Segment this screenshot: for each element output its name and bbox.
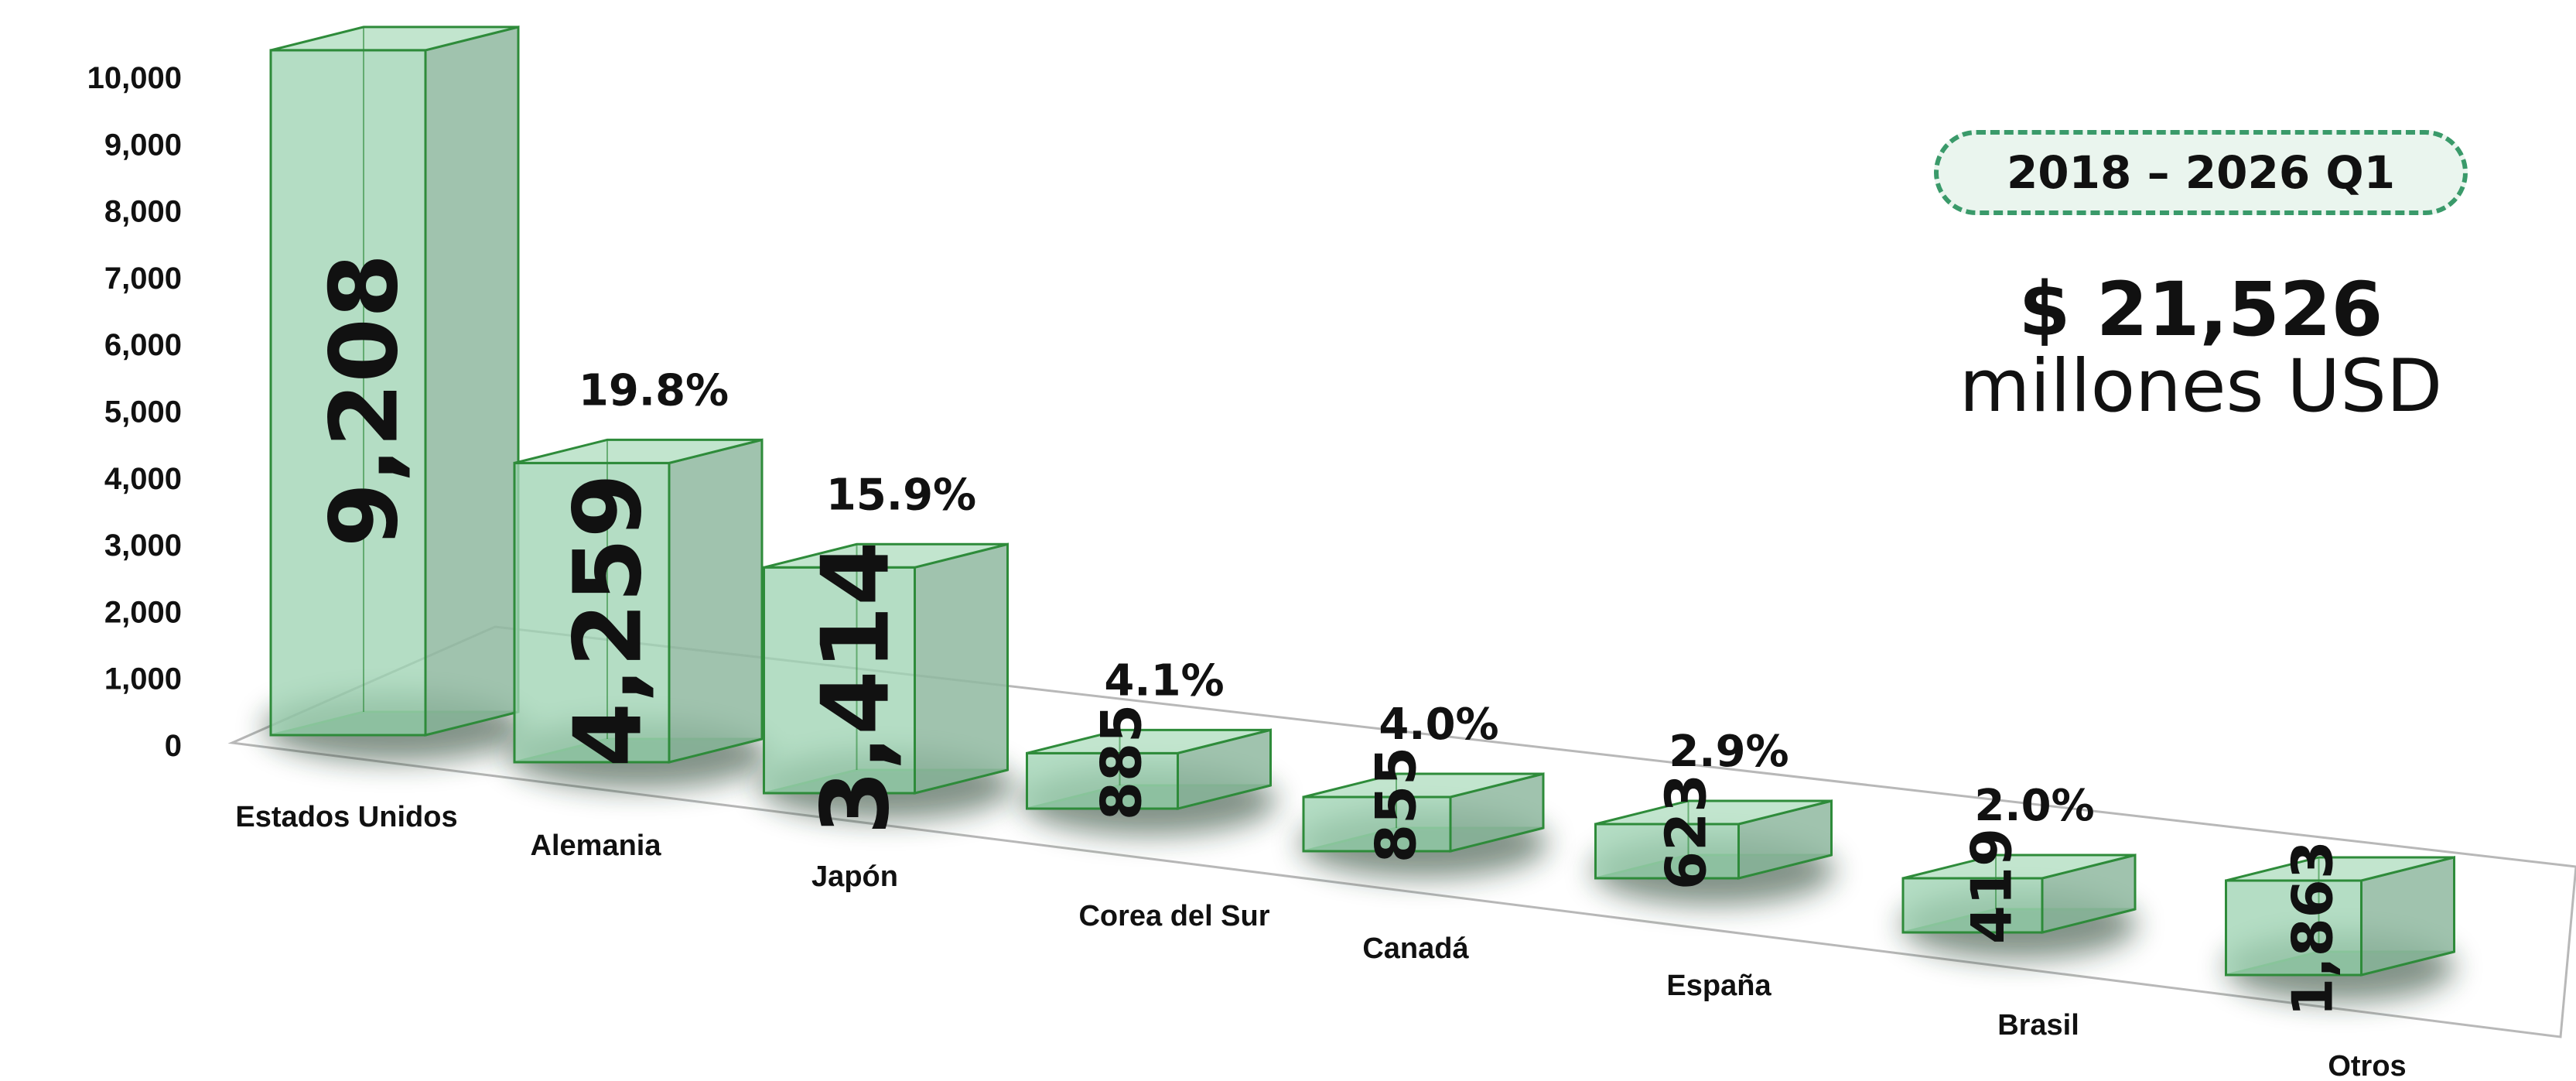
x-axis: Estados Unidos Alemania Japón Corea del Sur… xyxy=(235,801,2406,1081)
y-tick-label: 9,000 xyxy=(104,128,182,162)
y-tick-label: 6,000 xyxy=(104,328,182,362)
bar: 9,208 xyxy=(263,26,526,762)
bar-top xyxy=(2226,856,2455,882)
bar-side xyxy=(914,542,1009,795)
percent-label: 2.9% xyxy=(1669,727,1789,777)
bar: 623 xyxy=(1591,774,1836,905)
y-tick-label: 2,000 xyxy=(104,595,182,629)
y-axis: 0 1,000 2,000 3,000 4,000 5,000 6,000 7,000 8,00… xyxy=(87,61,182,763)
percent-label: 43.8% xyxy=(335,0,485,3)
x-tick-label: Otros xyxy=(2328,1050,2406,1081)
y-tick-label: 5,000 xyxy=(104,395,182,429)
total-summary: $ 21,526 millones USD xyxy=(1888,271,2514,426)
bar: 3,414 xyxy=(757,541,1014,835)
bar-value-label: 623 xyxy=(1654,774,1719,890)
total-unit: millones USD xyxy=(1959,344,2443,429)
bar: 419 xyxy=(1901,828,2137,960)
bar-top xyxy=(1027,728,1271,754)
y-tick-label: 4,000 xyxy=(104,462,182,496)
bar-top xyxy=(270,26,519,52)
bar: 4,259 xyxy=(507,438,770,789)
bar: 885 xyxy=(1020,704,1277,836)
percent-label: 2.0% xyxy=(1974,781,2094,831)
bar-value-label: 1,863 xyxy=(2280,840,2345,1017)
period-badge: 2018 – 2026 Q1 xyxy=(1934,130,2468,215)
percent-label: 4.1% xyxy=(1104,655,1224,706)
bar-value-label: 419 xyxy=(1959,828,2024,944)
y-tick-label: 1,000 xyxy=(104,662,182,696)
bars: 9,208 4,259 3,414 885 855 623 419 1,863 xyxy=(263,26,2455,1017)
bar-value-label: 855 xyxy=(1364,747,1429,863)
bar-value-label: 3,414 xyxy=(803,541,910,835)
bar: 1,863 xyxy=(2225,840,2455,1017)
percent-label: 4.0% xyxy=(1379,700,1498,750)
bar-value-label: 885 xyxy=(1089,704,1154,820)
percent-label: 15.9% xyxy=(826,470,976,520)
percent-label: 19.8% xyxy=(579,365,729,416)
bar-value-label: 4,259 xyxy=(555,474,663,768)
bar-top xyxy=(514,438,763,464)
bar-value-label: 9,208 xyxy=(312,254,419,548)
percent-labels: 43.8% 19.8% 15.9% 4.1% 4.0% 2.9% 2.0% xyxy=(335,0,2095,831)
bar-side xyxy=(668,438,764,764)
x-tick-label: Alemania xyxy=(531,830,662,862)
bar-top xyxy=(1303,772,1544,799)
x-tick-label: Canadá xyxy=(1362,932,1469,965)
y-tick-label: 8,000 xyxy=(104,195,182,229)
x-tick-label: España xyxy=(1666,970,1771,1002)
y-tick-label: 10,000 xyxy=(87,61,182,95)
x-tick-label: Brasil xyxy=(1997,1009,2079,1042)
bar-top xyxy=(764,542,1008,569)
y-tick-label: 0 xyxy=(165,729,182,763)
y-tick-label: 3,000 xyxy=(104,529,182,563)
x-tick-label: Estados Unidos xyxy=(235,801,457,833)
total-amount: $ 21,526 xyxy=(2018,266,2383,353)
bar: 855 xyxy=(1298,747,1549,878)
bar-side xyxy=(424,26,520,737)
x-tick-label: Corea del Sur xyxy=(1078,900,1269,932)
x-tick-label: Japón xyxy=(811,860,898,893)
bar-top xyxy=(1595,799,1832,826)
y-tick-label: 7,000 xyxy=(104,262,182,296)
